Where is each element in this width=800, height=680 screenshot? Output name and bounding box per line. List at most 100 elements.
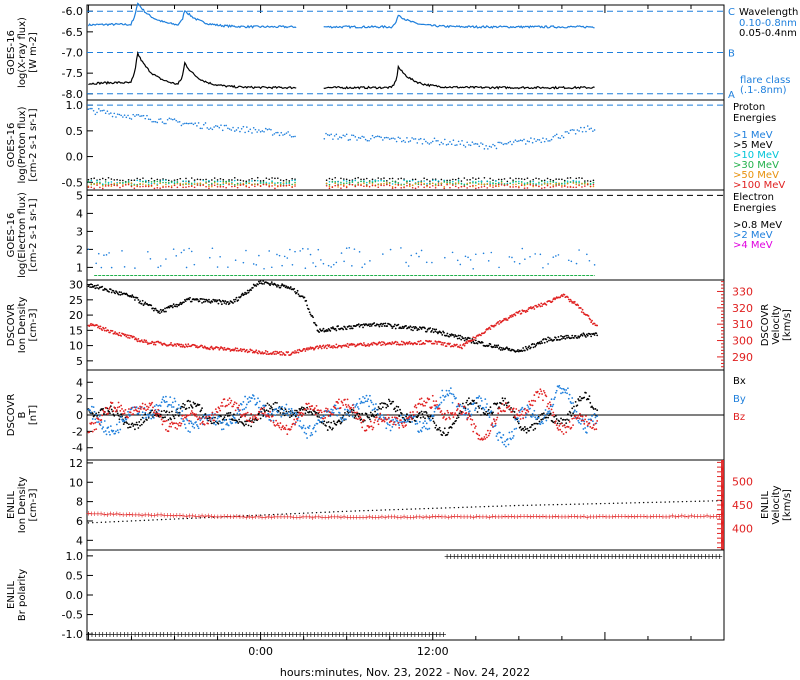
b-point — [318, 411, 321, 414]
b-point — [420, 430, 423, 433]
b-point — [486, 436, 488, 439]
b-point — [311, 405, 314, 407]
proton-point — [150, 182, 153, 185]
velocity-point — [439, 341, 442, 343]
proton-point — [294, 183, 296, 186]
proton-point — [136, 177, 139, 180]
b-point — [548, 410, 551, 413]
b-point — [596, 415, 599, 417]
b-point — [197, 418, 200, 420]
y-axis-label: DSCOVR — [6, 304, 17, 347]
b-point — [441, 413, 444, 415]
b-point — [365, 394, 368, 397]
velocity-point — [353, 343, 356, 346]
velocity-mark: + — [142, 511, 148, 519]
b-point — [208, 415, 210, 417]
b-point — [183, 414, 185, 417]
y-tick-label: -6.5 — [62, 26, 83, 39]
b-point — [165, 428, 167, 431]
proton-point — [188, 180, 190, 182]
proton-point — [564, 131, 567, 133]
b-point — [393, 421, 395, 424]
proton-point — [518, 180, 520, 183]
proton-point — [199, 182, 202, 184]
proton-point — [444, 138, 446, 141]
b-point — [492, 411, 494, 414]
proton-point — [196, 182, 199, 185]
proton-point — [512, 183, 514, 186]
b-point — [565, 422, 568, 425]
b-point — [558, 420, 561, 423]
density-point — [324, 511, 326, 513]
b-point — [138, 421, 141, 423]
proton-point — [535, 177, 537, 180]
legend-title: Electron — [733, 192, 774, 203]
b-point — [177, 424, 180, 427]
electron-point — [570, 260, 573, 263]
b-point — [496, 432, 499, 435]
b-point — [159, 405, 162, 407]
velocity-mark: + — [269, 514, 275, 522]
velocity-point — [194, 344, 197, 347]
b-point — [186, 419, 189, 422]
density-point — [517, 349, 519, 351]
b-point — [173, 417, 176, 420]
b-point — [443, 427, 446, 430]
b-point — [127, 413, 130, 416]
b-point — [362, 419, 365, 421]
b-point — [393, 416, 396, 419]
proton-point — [474, 184, 477, 187]
x-tick-label: 12:00 — [417, 645, 449, 658]
density-point — [233, 300, 236, 303]
density-point — [234, 515, 236, 518]
electron-point — [219, 255, 221, 258]
b-point — [178, 412, 181, 415]
velocity-point — [280, 350, 283, 353]
proton-point — [283, 133, 286, 136]
b-point — [223, 398, 226, 401]
proton-point — [134, 115, 136, 117]
proton-point — [374, 184, 377, 187]
density-point — [90, 283, 92, 286]
b-point — [252, 394, 255, 397]
proton-point — [190, 182, 193, 185]
b-point — [445, 417, 448, 420]
density-point — [158, 310, 160, 313]
density-point — [581, 334, 584, 337]
density-point — [541, 342, 543, 344]
density-point — [307, 308, 310, 311]
b-point — [302, 413, 305, 416]
b-point — [541, 393, 543, 395]
density-point — [243, 293, 246, 296]
velocity-point — [169, 343, 172, 346]
proton-point — [538, 183, 540, 185]
velocity-point — [202, 347, 205, 349]
velocity-mark: + — [335, 513, 341, 521]
velocity-point — [174, 343, 177, 346]
b-point — [468, 410, 471, 413]
proton-point — [529, 181, 532, 183]
b-point — [401, 424, 404, 427]
b-point — [306, 406, 308, 409]
density-point — [430, 329, 433, 332]
velocity-point — [339, 345, 342, 347]
density-point — [114, 292, 117, 295]
b-point — [476, 433, 479, 436]
proton-point — [90, 183, 93, 185]
b-point — [195, 404, 198, 407]
density-point — [296, 289, 299, 292]
proton-point — [383, 180, 385, 183]
velocity-point — [381, 341, 383, 343]
proton-point — [581, 177, 583, 180]
b-point — [442, 394, 444, 397]
velocity-point — [580, 311, 583, 313]
b-point — [404, 414, 407, 417]
proton-point — [211, 128, 214, 131]
density-point — [496, 505, 499, 507]
proton-point — [337, 183, 339, 185]
b-point — [478, 407, 481, 409]
electron-point — [227, 266, 229, 268]
proton-point — [487, 148, 489, 150]
b-point — [263, 408, 265, 411]
density-point — [411, 326, 413, 329]
